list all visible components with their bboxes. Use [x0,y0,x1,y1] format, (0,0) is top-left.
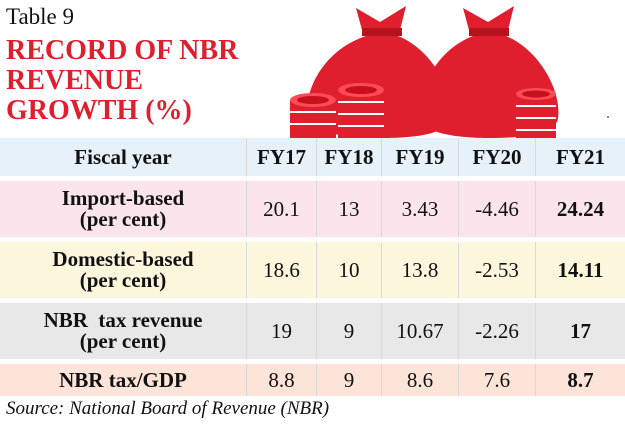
row-label: NBR tax revenue (per cent) [0,303,246,359]
table-cell: 19 [246,303,316,359]
decorative-dot [607,116,609,118]
title-line-2: REVENUE [6,65,143,96]
row-label-line-1: Import-based [61,186,185,210]
table-row: NBR tax revenue (per cent) 19 9 10.67 -2… [0,303,625,359]
row-label: Domestic-based (per cent) [0,242,246,298]
table-cell: 8.7 [535,364,625,396]
row-label-line-1: NBR tax revenue [43,308,203,332]
table-row: NBR tax/GDP 8.8 9 8.6 7.6 8.7 [0,364,625,396]
row-label-line-2: (per cent) [79,329,167,353]
table-label: Table 9 [6,4,75,29]
money-illustration [288,0,618,138]
row-label: Import-based (per cent) [0,181,246,237]
title-line-1: RECORD OF NBR [6,35,239,66]
table-cell: 20.1 [246,181,316,237]
header-cell: FY17 [246,138,316,176]
row-label-line-1: Domestic-based [52,247,194,271]
table-row: Import-based (per cent) 20.1 13 3.43 -4.… [0,181,625,237]
header-cell: FY21 [535,138,625,176]
header-cell: FY20 [458,138,535,176]
table-cell: 24.24 [535,181,625,237]
table-cell: -2.26 [458,303,535,359]
header-cell: Fiscal year [74,144,172,169]
table-cell: 13 [316,181,381,237]
header-cell: FY19 [381,138,458,176]
row-label: NBR tax/GDP [0,364,246,396]
page-title: RECORD OF NBR REVENUE GROWTH (%) [6,36,286,126]
table-cell: -2.53 [458,242,535,298]
table-cell: 14.11 [535,242,625,298]
table-cell: 8.8 [246,364,316,396]
table-cell: 10.67 [381,303,458,359]
coin-stack-icon [290,83,384,138]
header-cell: FY18 [316,138,381,176]
row-label-line-1: NBR tax/GDP [59,367,187,392]
source-note: Source: National Board of Revenue (NBR) [6,398,330,419]
table-cell: 13.8 [381,242,458,298]
table-cell: 18.6 [246,242,316,298]
table-cell: 7.6 [458,364,535,396]
table-row: Domestic-based (per cent) 18.6 10 13.8 -… [0,242,625,298]
coin-stack-icon [516,88,556,138]
table-cell: 17 [535,303,625,359]
row-label-line-2: (per cent) [79,207,167,231]
row-label-line-2: (per cent) [79,268,167,292]
table-cell: 8.6 [381,364,458,396]
table-cell: 9 [316,364,381,396]
title-line-3: GROWTH (%) [6,95,192,126]
table-cell: -4.46 [458,181,535,237]
table-cell: 10 [316,242,381,298]
table-cell: 3.43 [381,181,458,237]
table-header-row: Fiscal year FY17 FY18 FY19 FY20 FY21 [0,138,625,176]
table-cell: 9 [316,303,381,359]
